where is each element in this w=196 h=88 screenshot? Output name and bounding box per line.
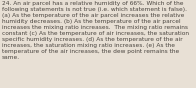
Text: 24. An air parcel has a relative humidity of 66%. Which of the
following stateme: 24. An air parcel has a relative humidit…	[2, 1, 189, 60]
